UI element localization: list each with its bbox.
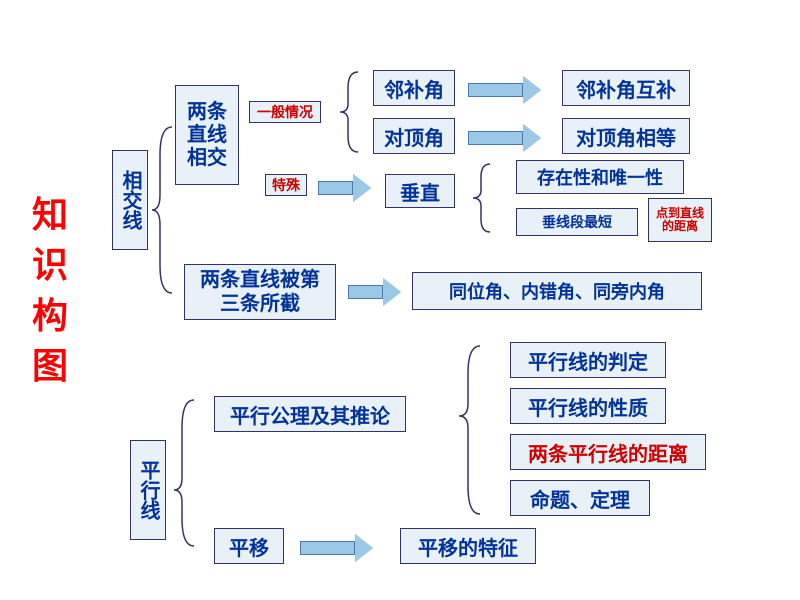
brace-icon xyxy=(172,398,196,548)
node-theorem: 命题、定理 xyxy=(510,480,650,516)
node-dist-label: 点到直线的距离 xyxy=(655,207,705,233)
brace-icon xyxy=(150,125,174,295)
node-adj-prop: 邻补角互补 xyxy=(562,70,690,106)
node-angles: 同位角、内错角、同旁内角 xyxy=(412,272,702,310)
brace-icon xyxy=(470,162,492,234)
arrow-icon xyxy=(318,174,371,202)
node-perp: 垂直 xyxy=(385,174,455,208)
node-vert: 对顶角 xyxy=(373,118,455,154)
node-property: 平行线的性质 xyxy=(510,388,666,424)
node-shortest: 垂线段最短 xyxy=(516,208,638,236)
node-adj: 邻补角 xyxy=(373,70,455,106)
page-title: 知识构图 xyxy=(30,190,70,392)
arrow-icon xyxy=(468,124,541,152)
node-transversal: 两条直线被第三条所截 xyxy=(184,264,336,320)
arrow-icon xyxy=(300,534,373,562)
node-vert-prop: 对顶角相等 xyxy=(562,118,690,154)
node-two-intersect: 两条直线相交 xyxy=(175,85,239,185)
node-trans: 平移 xyxy=(214,528,284,564)
arrow-icon xyxy=(468,76,541,104)
brace-icon xyxy=(456,344,482,516)
node-pdist: 两条平行线的距离 xyxy=(510,434,706,470)
node-judge: 平行线的判定 xyxy=(510,342,666,378)
node-transversal-label: 两条直线被第三条所截 xyxy=(191,268,329,316)
arrow-icon xyxy=(348,278,401,306)
node-two-intersect-label: 两条直线相交 xyxy=(182,101,232,170)
node-general: 一般情况 xyxy=(249,101,321,123)
node-dist: 点到直线的距离 xyxy=(648,198,712,242)
node-special: 特殊 xyxy=(265,174,307,196)
node-axiom: 平行公理及其推论 xyxy=(214,396,406,432)
node-trans-prop: 平移的特征 xyxy=(400,528,536,564)
node-exist: 存在性和唯一性 xyxy=(516,160,684,194)
node-root2: 平行线 xyxy=(130,440,166,540)
node-root1: 相交线 xyxy=(112,150,148,250)
brace-icon xyxy=(336,70,360,154)
